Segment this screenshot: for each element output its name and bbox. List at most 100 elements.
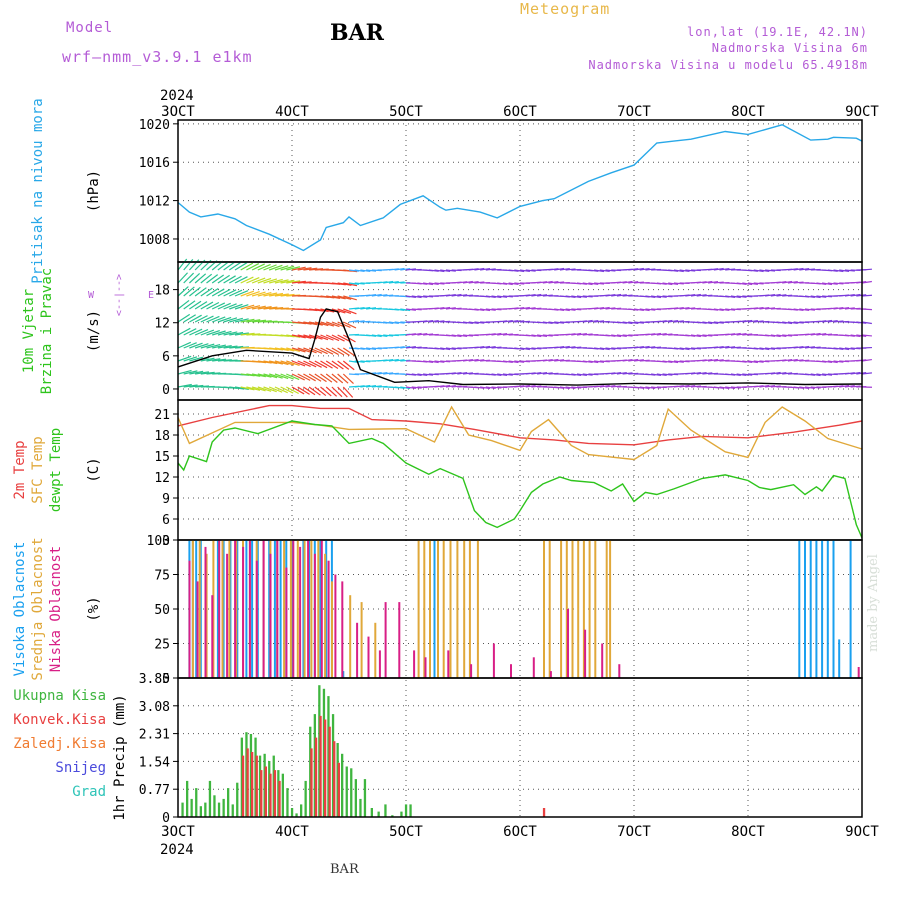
wind-barb	[622, 321, 633, 325]
wind-barb	[183, 328, 197, 336]
wind-barb	[554, 267, 565, 271]
wind-barb	[708, 281, 719, 284]
y-tick-label: 12	[154, 471, 170, 486]
wind-barb	[251, 305, 266, 310]
wind-barb	[850, 385, 861, 388]
wind-barb	[200, 357, 215, 362]
wind-barb	[286, 386, 299, 395]
wind-barb	[582, 319, 593, 323]
wind-barb	[246, 319, 261, 323]
wind-barb	[383, 334, 394, 337]
wind-barb	[189, 328, 203, 336]
wind-barb	[257, 291, 272, 297]
data-bar	[281, 773, 284, 817]
wind-barb	[765, 293, 776, 297]
y-series-label: 10m Vjetar	[21, 289, 37, 373]
wind-barb	[844, 269, 855, 272]
data-bar	[543, 540, 545, 678]
wind-barb	[428, 269, 439, 272]
wind-barb	[747, 319, 758, 323]
data-bar	[560, 540, 563, 678]
data-bar	[303, 540, 306, 678]
wind-barb	[474, 359, 485, 362]
wind-barb	[377, 334, 388, 338]
y-tick-label: 21	[154, 408, 170, 423]
wind-barb	[388, 358, 399, 362]
wind-barb	[696, 334, 707, 337]
wind-barb	[491, 373, 502, 377]
wind-barb	[445, 269, 456, 272]
y-tick-label: 50	[154, 603, 170, 618]
wind-barb	[405, 308, 416, 311]
series-line	[177, 404, 863, 446]
wind-barb	[308, 360, 322, 368]
wind-barb	[685, 269, 696, 272]
wind-barb	[639, 345, 650, 349]
wind-barb	[685, 372, 696, 375]
wind-barb	[542, 294, 553, 297]
wind-barb	[616, 281, 627, 284]
wind-barb	[320, 373, 333, 383]
wind-barb	[183, 342, 197, 349]
data-bar	[404, 804, 408, 817]
wind-barb	[668, 360, 679, 364]
wind-barb	[177, 286, 189, 297]
data-bar	[318, 685, 321, 817]
wind-barb	[303, 347, 317, 354]
wind-barb	[462, 358, 473, 362]
wind-barb	[645, 268, 656, 271]
data-bar	[313, 553, 316, 678]
data-bar	[328, 726, 331, 817]
wind-barb	[662, 360, 673, 364]
wind-barb	[468, 321, 479, 325]
wind-barb	[554, 308, 565, 312]
wind-barb	[417, 282, 428, 285]
wind-barb	[730, 386, 741, 389]
wind-barb	[337, 373, 349, 384]
data-bar	[532, 657, 535, 678]
wind-barb	[725, 373, 736, 376]
wind-barb	[725, 346, 736, 349]
wind-barb	[405, 295, 416, 298]
wind-barb	[576, 333, 587, 336]
wind-barb	[759, 269, 770, 273]
time-label-top: 7OCT	[617, 104, 651, 120]
wind-barb	[827, 319, 838, 323]
data-bar	[324, 719, 327, 817]
wind-barb	[246, 291, 260, 297]
wind-barb	[366, 347, 377, 350]
time-label-top: 4OCT	[275, 104, 309, 120]
wind-barb	[314, 334, 329, 341]
wind-barb	[702, 321, 713, 325]
data-bar	[447, 650, 450, 678]
data-bar	[195, 540, 198, 678]
wind-barb	[542, 280, 553, 284]
wind-barb	[234, 318, 249, 323]
wind-barb	[719, 345, 730, 349]
wind-barb	[833, 385, 844, 388]
wind-barb	[383, 359, 394, 362]
wind-barb	[759, 347, 770, 351]
wind-barb	[269, 278, 283, 284]
wind-barb	[633, 359, 644, 362]
wind-barb	[354, 320, 365, 323]
wind-barb	[366, 307, 377, 310]
wind-barb	[491, 386, 502, 389]
data-bar	[235, 540, 238, 678]
wind-barb	[810, 386, 821, 389]
wind-barb	[451, 347, 462, 350]
wind-barb	[616, 294, 627, 297]
data-bar	[240, 737, 243, 817]
y-tick-label: 15	[154, 450, 170, 465]
wind-barb	[377, 281, 388, 284]
wind-barb	[850, 347, 861, 350]
wind-barb	[633, 267, 644, 271]
wind-barb	[326, 295, 341, 299]
wind-barb	[314, 308, 329, 313]
wind-barb	[736, 295, 747, 298]
data-bar	[310, 540, 313, 678]
wind-barb	[582, 282, 593, 286]
wind-barb	[537, 294, 548, 297]
y-series-label: SFC Temp	[30, 436, 46, 503]
wind-barb	[240, 262, 254, 271]
